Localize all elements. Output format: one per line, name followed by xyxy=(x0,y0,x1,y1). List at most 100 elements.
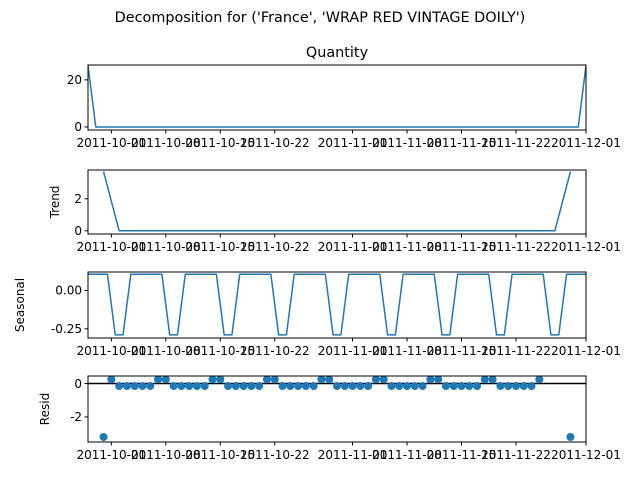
x-tick-label: 2011-10-01 xyxy=(76,448,146,462)
y-tick-label: 0.00 xyxy=(55,284,82,298)
resid-point xyxy=(535,376,544,384)
series-line-seasonal xyxy=(88,273,586,336)
x-tick-label: 2011-10-15 xyxy=(185,344,255,358)
resid-point xyxy=(473,382,482,391)
resid-point xyxy=(99,432,108,441)
x-tick-label: 2011-10-08 xyxy=(131,240,201,254)
x-tick-label: 2011-11-01 xyxy=(318,136,388,150)
x-tick-label: 2011-10-01 xyxy=(76,344,146,358)
x-tick-label: 2011-10-01 xyxy=(76,136,146,150)
resid-point xyxy=(138,382,147,391)
y-tick-label: 0 xyxy=(74,224,82,238)
x-tick-label: 2011-10-15 xyxy=(185,136,255,150)
x-tick-label: 2011-11-22 xyxy=(481,136,551,150)
resid-point xyxy=(449,382,458,391)
x-tick-label: 2011-11-08 xyxy=(372,344,442,358)
panel-seasonal: 0.00-0.252011-10-012011-10-082011-10-152… xyxy=(13,271,621,358)
resid-point xyxy=(270,376,279,384)
y-tick-label: 20 xyxy=(67,73,82,87)
resid-point xyxy=(364,382,373,391)
resid-point xyxy=(403,382,412,391)
resid-point xyxy=(224,382,233,391)
resid-point xyxy=(294,382,303,391)
x-tick-label: 2011-11-15 xyxy=(427,136,497,150)
resid-point xyxy=(200,382,209,391)
x-tick-label: 2011-11-08 xyxy=(372,240,442,254)
resid-point xyxy=(216,376,225,384)
resid-point xyxy=(371,376,380,384)
panel-trend: 0 2 2011-10-012011-10-082011-10-152011-10-… xyxy=(48,169,621,254)
panel-frame-trend xyxy=(87,169,587,235)
resid-point xyxy=(301,382,310,391)
y-tick-label: 0 xyxy=(74,377,82,391)
y-tick-label: -0.25 xyxy=(51,322,82,336)
panel-frame-seasonal xyxy=(87,271,587,339)
resid-point xyxy=(122,382,131,391)
resid-point xyxy=(115,382,124,391)
y-axis-label: Resid xyxy=(38,393,52,425)
series-line-observed xyxy=(88,65,586,128)
resid-point xyxy=(340,382,349,391)
resid-point xyxy=(177,382,186,391)
resid-point xyxy=(333,382,341,391)
x-tick-label: 2011-10-08 xyxy=(131,136,201,150)
resid-point xyxy=(379,376,388,384)
resid-point xyxy=(161,376,170,384)
resid-point xyxy=(231,382,240,391)
x-tick-label: 2011-10-08 xyxy=(131,448,201,462)
x-tick-label: 2011-10-22 xyxy=(240,344,310,358)
x-tick-label: 2011-11-08 xyxy=(372,448,442,462)
resid-point xyxy=(519,382,528,391)
resid-point xyxy=(317,376,326,384)
x-tick-label: 2011-11-22 xyxy=(481,344,551,358)
x-tick-label: 2011-10-22 xyxy=(240,240,310,254)
resid-point xyxy=(496,382,505,391)
plot-area-observed xyxy=(88,65,586,128)
resid-point xyxy=(146,382,155,391)
resid-point xyxy=(480,376,489,384)
panel-resid: 0 -2 2011-10-012011-10-082011-10-152011-10… xyxy=(38,375,621,462)
x-tick-label: 2011-11-01 xyxy=(318,344,388,358)
x-tick-label: 2011-11-01 xyxy=(318,240,388,254)
plot-area-resid xyxy=(88,376,586,441)
y-axis-label: Trend xyxy=(48,186,62,220)
resid-point xyxy=(488,376,497,384)
panel-title: Quantity xyxy=(306,45,369,61)
resid-point xyxy=(410,382,419,391)
x-tick-label: 2011-11-15 xyxy=(427,344,497,358)
resid-point xyxy=(208,376,217,384)
resid-point xyxy=(387,382,396,391)
x-tick-label: 2011-10-15 xyxy=(185,448,255,462)
x-tick-label: 2011-10-08 xyxy=(131,344,201,358)
resid-point xyxy=(457,382,466,391)
resid-point xyxy=(107,376,116,384)
resid-point xyxy=(441,382,450,391)
x-tick-label: 2011-12-01 xyxy=(551,448,621,462)
y-tick-label: -2 xyxy=(70,410,82,424)
resid-point xyxy=(566,432,575,441)
resid-point xyxy=(255,382,264,391)
resid-point xyxy=(185,382,194,391)
plot-area-seasonal xyxy=(88,273,586,336)
resid-point xyxy=(356,382,365,391)
x-tick-label: 2011-11-15 xyxy=(427,240,497,254)
resid-point xyxy=(434,376,443,384)
x-tick-label: 2011-10-01 xyxy=(76,240,146,254)
series-line-trend xyxy=(102,171,572,232)
y-tick-label: 0 xyxy=(74,120,82,134)
resid-point xyxy=(348,382,357,391)
x-tick-label: 2011-11-15 xyxy=(427,448,497,462)
figure-suptitle: Decomposition for ('France', 'WRAP RED V… xyxy=(115,10,526,26)
x-tick-label: 2011-10-22 xyxy=(240,448,310,462)
x-tick-label: 2011-12-01 xyxy=(551,344,621,358)
plot-area-trend xyxy=(102,171,572,232)
resid-point xyxy=(278,382,287,391)
resid-point xyxy=(309,382,318,391)
x-tick-label: 2011-10-15 xyxy=(185,240,255,254)
resid-point xyxy=(527,382,536,391)
resid-point xyxy=(504,382,513,391)
resid-point xyxy=(465,382,474,391)
resid-point xyxy=(286,382,295,391)
resid-point xyxy=(239,382,248,391)
